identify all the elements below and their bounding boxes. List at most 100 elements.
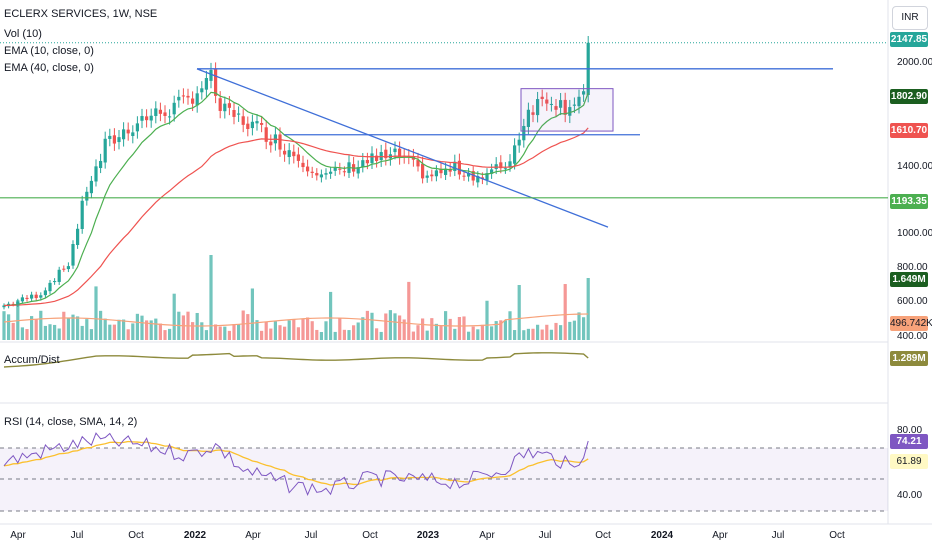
volume-bar: [269, 328, 273, 340]
volume-bar: [480, 324, 484, 340]
volume-bar: [135, 313, 139, 340]
candle-body: [66, 266, 70, 270]
candle-body: [319, 174, 323, 178]
volume-bar: [200, 322, 204, 340]
candle-body: [421, 163, 425, 179]
time-tick: Oct: [595, 530, 611, 541]
volume-bar: [255, 320, 259, 340]
candle-body: [264, 127, 268, 142]
volume-bar: [453, 328, 457, 340]
volume-bar: [361, 317, 365, 340]
candle-body: [393, 148, 397, 153]
candle-body: [99, 160, 103, 169]
candle-body: [218, 98, 222, 111]
candle-body: [126, 129, 130, 134]
candle-body: [540, 96, 544, 99]
volume-bar: [545, 324, 549, 340]
time-tick: Jul: [70, 530, 84, 541]
volume-bar: [388, 310, 392, 340]
accum-dist-tag: 1.289M: [890, 351, 928, 366]
candle-body: [181, 95, 185, 97]
candle-body: [315, 173, 319, 176]
candle-body: [338, 168, 342, 170]
time-tick: Jul: [538, 530, 552, 541]
candle-body: [513, 145, 517, 164]
volume-bar: [365, 310, 369, 340]
price-tick: 1000.00: [897, 228, 932, 239]
volume-bar: [379, 331, 383, 340]
volume-bar: [264, 321, 268, 340]
candle-body: [467, 172, 471, 177]
candle-body: [195, 93, 199, 106]
volume-bar: [563, 284, 567, 340]
candle-body: [250, 121, 254, 129]
candle-body: [186, 95, 190, 98]
candle-body: [490, 169, 494, 174]
candle-body: [30, 294, 34, 299]
candle-body: [439, 168, 443, 174]
volume-bar: [531, 328, 535, 340]
candle-body: [131, 132, 135, 137]
time-tick: Oct: [128, 530, 144, 541]
volume-bar: [16, 300, 20, 340]
indicator-label-volume[interactable]: Vol (10): [4, 28, 42, 40]
volume-bar: [223, 326, 227, 340]
currency-button[interactable]: INR: [892, 6, 928, 30]
indicator-label-ema10[interactable]: EMA (10, close, 0): [4, 45, 94, 57]
candle-body: [457, 160, 461, 175]
price-tick: 400.00: [897, 331, 928, 342]
candle-body: [398, 148, 402, 158]
volume-bar: [181, 315, 185, 340]
candle-body: [370, 153, 374, 164]
volume-bar: [457, 317, 461, 340]
candle-body: [342, 171, 346, 173]
volume-bar: [485, 300, 489, 340]
candle-body: [232, 110, 236, 117]
candle-body: [329, 171, 333, 174]
time-tick: Apr: [479, 530, 495, 541]
range-box: [520, 88, 614, 132]
time-tick: Oct: [829, 530, 845, 541]
candle-body: [34, 294, 38, 299]
volume-bar: [439, 325, 443, 340]
candle-body: [25, 297, 29, 299]
indicator-label-accum-dist[interactable]: Accum/Dist: [4, 354, 60, 366]
candle-body: [444, 168, 448, 175]
volume-bar: [508, 311, 512, 340]
volume-bar: [476, 329, 480, 340]
indicator-label-rsi[interactable]: RSI (14, close, SMA, 14, 2): [4, 416, 138, 428]
volume-bar: [20, 327, 24, 340]
candle-body: [269, 141, 273, 146]
volume-bar: [471, 326, 475, 340]
ema10-line: [3, 91, 589, 307]
candle-body: [177, 96, 181, 101]
indicator-label-ema40[interactable]: EMA (40, close, 0): [4, 62, 94, 74]
volume-bar: [209, 255, 213, 340]
candle-body: [517, 139, 521, 146]
candle-body: [577, 96, 581, 107]
candle-body: [48, 282, 52, 292]
volume-bar: [416, 325, 420, 340]
candle-body: [508, 161, 512, 167]
volume-bar: [375, 328, 379, 340]
candle-body: [292, 151, 296, 157]
volume-bar: [559, 325, 563, 340]
candle-body: [200, 88, 204, 93]
candle-body: [158, 109, 162, 114]
candle-body: [563, 99, 567, 115]
volume-bar: [163, 330, 167, 340]
volume-bar: [310, 321, 314, 340]
volume-bar: [7, 314, 11, 340]
candle-body: [260, 123, 264, 125]
time-tick: Apr: [245, 530, 261, 541]
volume-bar: [462, 316, 466, 340]
volume-bar: [370, 312, 374, 340]
volume-bar: [342, 329, 346, 340]
volume-bar: [117, 319, 121, 340]
candle-body: [430, 174, 434, 177]
candle-body: [301, 162, 305, 168]
candle-body: [361, 160, 365, 168]
candle-body: [89, 180, 93, 194]
volume-bar: [57, 328, 61, 340]
